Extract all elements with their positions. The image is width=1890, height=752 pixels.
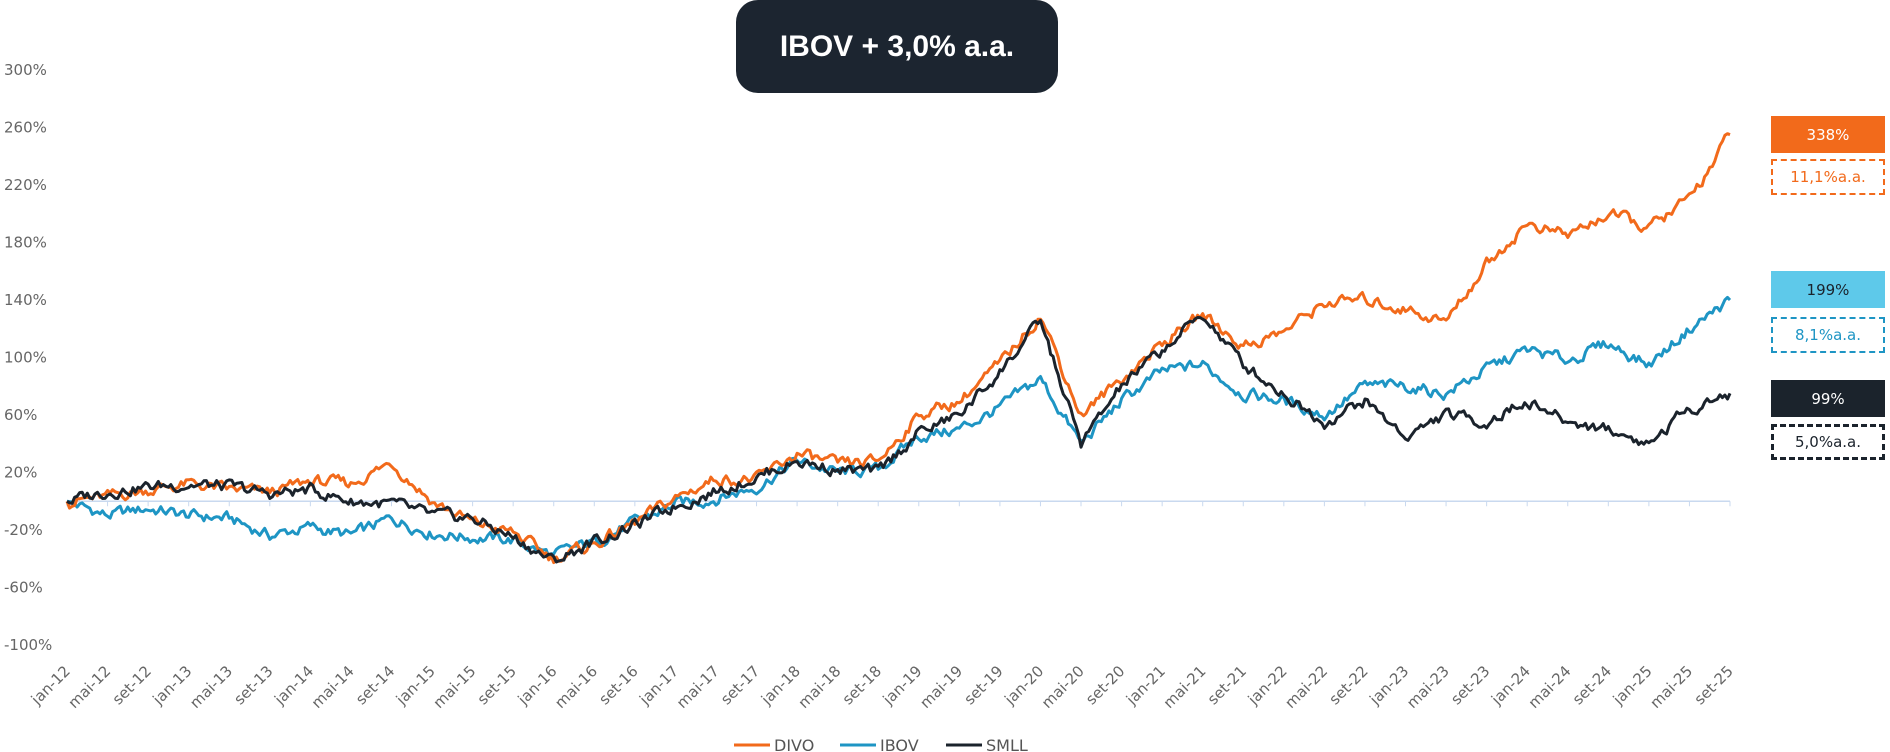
- x-tick-label: mai-22: [1281, 662, 1331, 712]
- y-tick-label: 100%: [4, 349, 47, 367]
- x-tick-label: mai-15: [430, 662, 480, 712]
- series-line-smll: [66, 316, 1732, 564]
- x-tick-label: set-14: [352, 662, 398, 708]
- x-tick-label: set-18: [839, 662, 885, 708]
- ibov-total-badge: 199%: [1771, 271, 1885, 308]
- divo-annual-badge: 11,1%a.a.: [1771, 159, 1885, 195]
- y-tick-label: 20%: [4, 464, 37, 482]
- x-tick-label: set-12: [109, 662, 155, 708]
- x-tick-label: set-13: [230, 662, 276, 708]
- x-tick-label: mai-13: [186, 662, 236, 712]
- x-tick-label: mai-23: [1403, 662, 1453, 712]
- x-tick-label: set-15: [474, 662, 520, 708]
- x-tick-label: set-20: [1082, 662, 1128, 708]
- x-tick-label: set-21: [1204, 662, 1250, 708]
- x-tick-label: mai-21: [1160, 662, 1210, 712]
- x-tick-label: set-25: [1691, 662, 1737, 708]
- x-tick-label: mai-20: [1038, 662, 1088, 712]
- series-line-divo: [65, 132, 1731, 565]
- x-tick-label: set-23: [1447, 662, 1493, 708]
- ibov-annual-badge: 8,1%a.a.: [1771, 317, 1885, 353]
- x-tick-label: set-16: [595, 662, 641, 708]
- y-tick-label: 220%: [4, 176, 47, 194]
- smll-annual-badge: 5,0%a.a.: [1771, 424, 1885, 460]
- x-tick-label: set-17: [717, 662, 763, 708]
- x-tick-label: mai-12: [65, 662, 115, 712]
- legend-label-divo: DIVO: [774, 736, 814, 752]
- x-tick-label: mai-16: [551, 662, 601, 712]
- y-tick-label: -100%: [4, 636, 52, 654]
- x-tick-label: mai-25: [1646, 662, 1696, 712]
- x-tick-label: mai-19: [916, 662, 966, 712]
- divo-total-badge: 338%: [1771, 116, 1885, 153]
- legend-label-ibov: IBOV: [880, 736, 919, 752]
- legend-label-smll: SMLL: [986, 736, 1028, 752]
- y-tick-label: 180%: [4, 234, 47, 252]
- x-tick-label: set-19: [960, 662, 1006, 708]
- series-lines: [65, 132, 1732, 565]
- y-tick-label: 60%: [4, 406, 37, 424]
- y-axis: 300% 260% 220% 180% 140% 100% 60% 20% -20% -60% -1…: [4, 61, 52, 654]
- y-tick-label: 140%: [4, 291, 47, 309]
- legend: DIVO IBOV SMLL: [734, 736, 1028, 752]
- y-tick-label: 260%: [4, 119, 47, 137]
- smll-total-badge: 99%: [1771, 380, 1885, 417]
- x-tick-label: mai-24: [1525, 662, 1575, 712]
- x-tick-label: set-22: [1326, 662, 1372, 708]
- x-tick-label: mai-18: [795, 662, 845, 712]
- x-tick-label: set-24: [1569, 662, 1615, 708]
- y-tick-label: 300%: [4, 61, 47, 79]
- y-tick-label: -20%: [4, 521, 43, 539]
- y-tick-label: -60%: [4, 579, 43, 597]
- x-tick-label: mai-14: [308, 662, 358, 712]
- chart-title: IBOV + 3,0% a.a.: [736, 0, 1058, 93]
- x-axis: jan-12mai-12set-12jan-13mai-13set-13jan-…: [27, 501, 1737, 712]
- x-tick-label: mai-17: [673, 662, 723, 712]
